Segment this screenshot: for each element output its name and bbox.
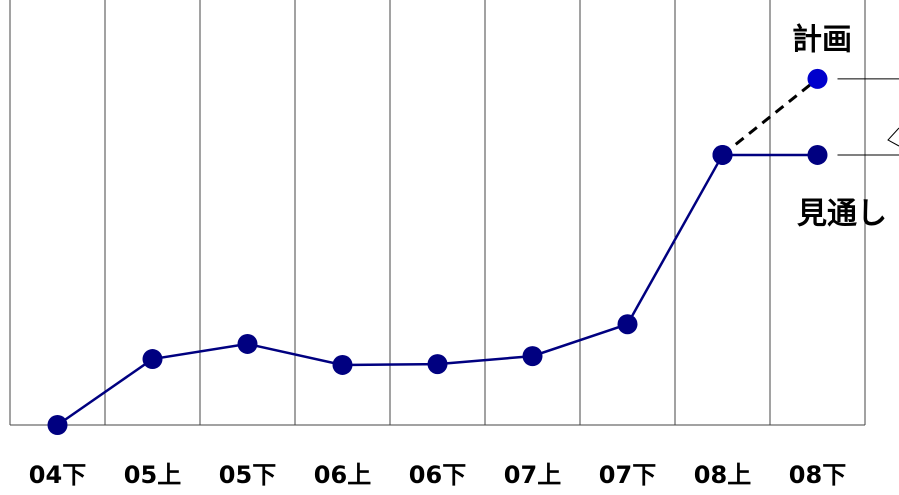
series-label: 計画 <box>792 22 852 57</box>
series-line <box>56 153 818 427</box>
callout-mark <box>887 127 899 147</box>
x-tick-label: 07下 <box>599 461 656 489</box>
x-tick-label: 05上 <box>124 461 181 489</box>
point <box>617 314 638 335</box>
x-tick-label: 07上 <box>504 461 561 489</box>
series-line <box>721 77 819 157</box>
x-tick-label: 06上 <box>314 461 371 489</box>
x-tick-label: 06下 <box>409 461 466 489</box>
point <box>332 354 353 375</box>
point <box>522 346 543 367</box>
point <box>142 349 163 370</box>
series-label: 見通し <box>797 196 887 231</box>
point <box>47 415 68 435</box>
x-tick-label: 04下 <box>29 461 86 489</box>
point <box>807 144 828 165</box>
point <box>427 354 448 375</box>
point <box>807 68 828 89</box>
x-tick-label: 08上 <box>694 461 751 489</box>
point <box>237 333 258 354</box>
x-tick-label: 05下 <box>219 461 276 489</box>
point <box>712 144 733 165</box>
x-tick-label: 08下 <box>789 461 846 489</box>
